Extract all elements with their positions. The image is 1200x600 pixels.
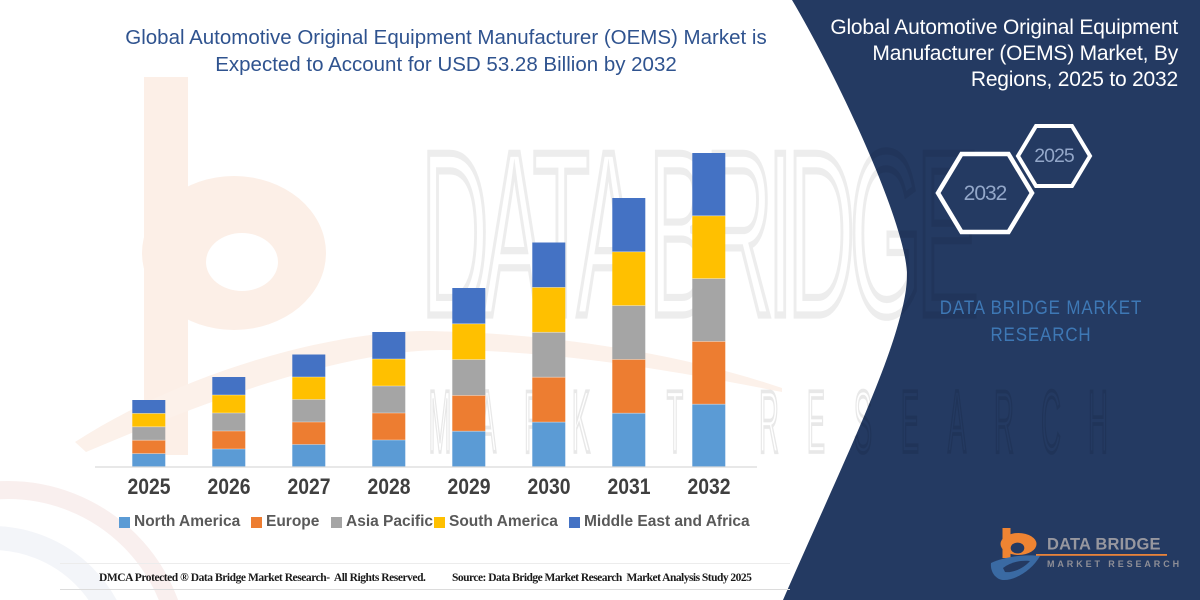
svg-text:H: H [1088,372,1108,471]
svg-text:R: R [994,372,1014,471]
svg-text:T: T [667,372,684,471]
svg-text:2025: 2025 [1034,145,1075,167]
svg-text:M: M [429,372,452,471]
svg-text:2032: 2032 [964,182,1007,205]
svg-text:MARKET RESEARCH: MARKET RESEARCH [1047,559,1182,569]
svg-text:E: E [807,372,825,471]
svg-text:R: R [759,372,779,471]
svg-text:A: A [948,372,966,471]
svg-text:E: E [901,372,919,471]
svg-text:DATA BRIDGE: DATA BRIDGE [1047,536,1161,554]
svg-text:S: S [854,372,872,471]
svg-text:K: K [572,372,590,471]
svg-text:C: C [1041,372,1061,471]
